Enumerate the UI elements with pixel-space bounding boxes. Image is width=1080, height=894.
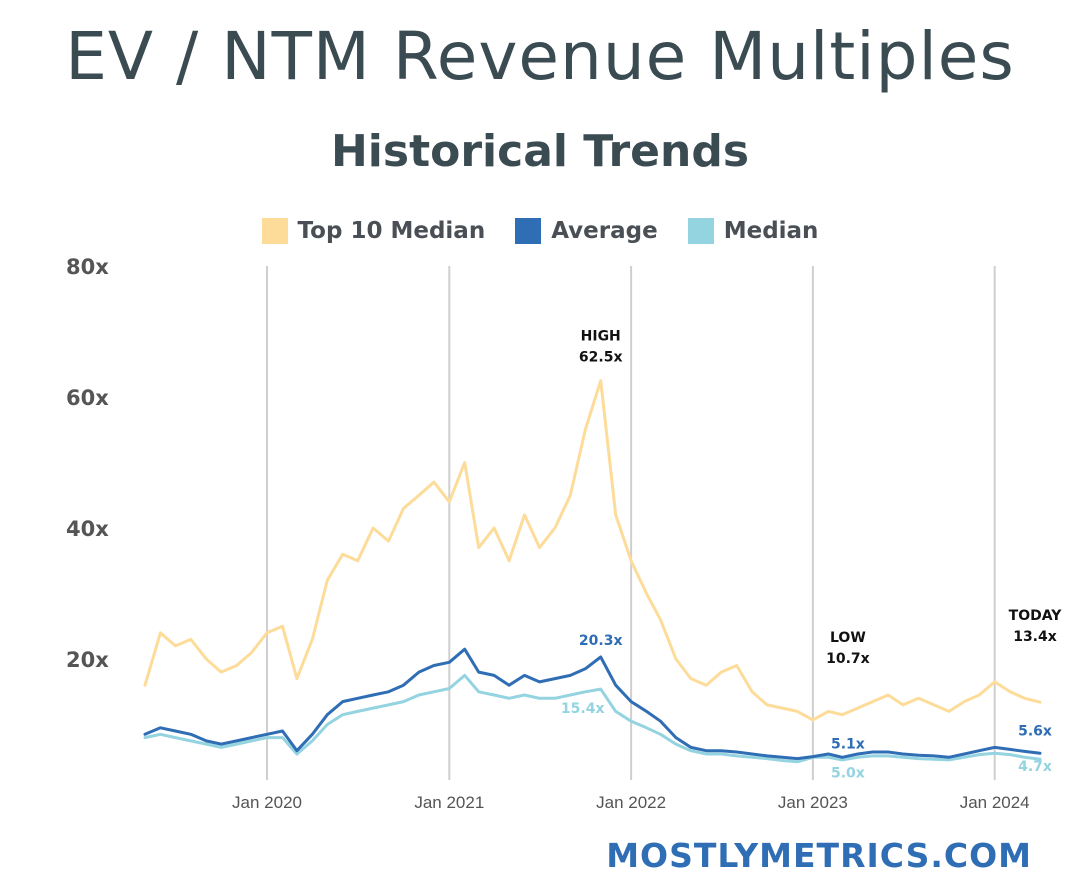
annotation-label: TODAY (1009, 608, 1063, 624)
series-line-top10-median (143, 379, 1042, 722)
annotation-label: 4.7x (1018, 759, 1052, 775)
legend-item-average: Average (515, 218, 658, 244)
annotation-label: 5.6x (1018, 723, 1052, 739)
legend-swatch-average (515, 218, 542, 244)
annotation-label: 20.3x (579, 633, 623, 649)
legend-swatch-median (687, 218, 714, 244)
annotation-label: 10.7x (826, 651, 870, 667)
series-layer (143, 379, 1042, 764)
annotation-label: 5.1x (831, 737, 865, 753)
x-tick-label: Jan 2021 (414, 793, 484, 812)
brand-watermark: MOSTLYMETRICS.COM (606, 836, 1032, 875)
legend-label-average: Average (551, 218, 658, 244)
y-tick-label: 40x (66, 517, 109, 541)
chart-subtitle: Historical Trends (330, 126, 750, 177)
chart-legend: Top 10 Median Average Median (0, 218, 1080, 244)
legend-swatch-top10-median (261, 218, 288, 244)
legend-label-median: Median (723, 218, 819, 244)
annotation-label: 5.0x (831, 765, 865, 781)
annotation-label: LOW (830, 630, 866, 646)
chart-title: EV / NTM Revenue Multiples (65, 18, 1015, 95)
y-tick-label: 20x (66, 648, 109, 672)
grid-layer (266, 266, 996, 780)
x-tick-label: Jan 2023 (778, 793, 848, 812)
annotation-label: 13.4x (1013, 629, 1057, 645)
annotation-label: HIGH (581, 329, 621, 345)
x-tick-label: Jan 2020 (232, 793, 302, 812)
series-line-average (143, 647, 1042, 761)
x-tick-label: Jan 2022 (596, 793, 666, 812)
series-line-median (143, 673, 1042, 764)
legend-item-median: Median (687, 218, 819, 244)
y-tick-label: 60x (66, 386, 109, 410)
label-layer: Jan 2020 Jan 2021 Jan 2022 Jan 2023 Jan 2024… (66, 255, 1062, 812)
annotation-label: 15.4x (561, 701, 605, 717)
legend-label-top10-median: Top 10 Median (297, 218, 486, 244)
y-tick-label: 80x (66, 255, 109, 279)
x-tick-label: Jan 2024 (960, 793, 1030, 812)
annotation-label: 62.5x (579, 350, 623, 366)
legend-item-top10-median: Top 10 Median (261, 218, 486, 244)
